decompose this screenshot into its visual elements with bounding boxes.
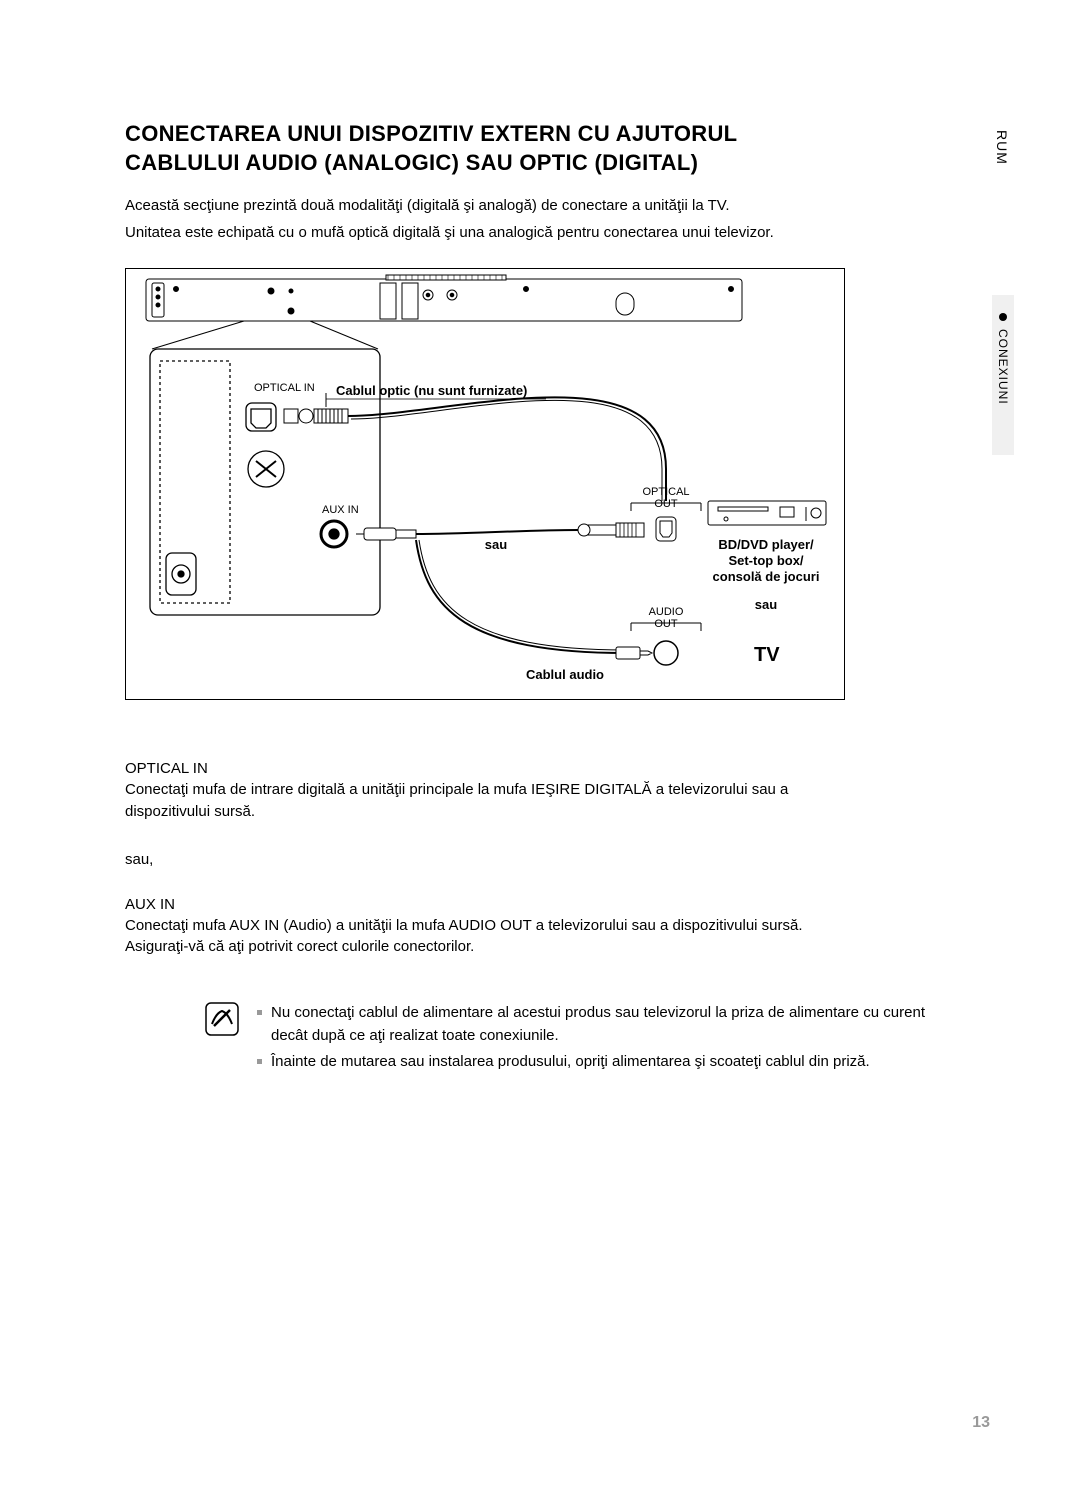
aux-body2: Asiguraţi-vă că aţi potrivit corect culo… [125, 936, 845, 958]
note-block: Nu conectaţi cablul de alimentare al ace… [205, 1002, 925, 1078]
note-list: Nu conectaţi cablul de alimentare al ace… [257, 1002, 925, 1078]
side-section-label: CONEXIUNI [996, 329, 1010, 405]
optical-heading: OPTICAL IN [125, 760, 845, 777]
note-icon [205, 1002, 239, 1036]
label-optical-in: OPTICAL IN [254, 382, 315, 394]
label-audio-out2: OUT [654, 618, 678, 630]
optical-body: Conectaţi mufa de intrare digitală a uni… [125, 779, 845, 823]
intro-line: Această secţiune prezintă două modalităţ… [125, 195, 990, 218]
aux-body1: Conectaţi mufa AUX IN (Audio) a unităţii… [125, 915, 845, 937]
label-optical-out: OPTICAL [642, 486, 689, 498]
aux-in-section: AUX IN Conectaţi mufa AUX IN (Audio) a u… [125, 896, 845, 959]
label-aux-in: AUX IN [322, 504, 359, 516]
intro-line: Unitatea este echipată cu o mufă optică … [125, 222, 990, 245]
side-lang-tab: RUM [994, 130, 1010, 165]
label-device2: Set-top box/ [728, 553, 803, 568]
label-device1: BD/DVD player/ [718, 537, 814, 552]
label-sau-center: sau [485, 537, 507, 552]
intro-text: Această secţiune prezintă două modalităţ… [125, 195, 990, 244]
optical-in-section: OPTICAL IN Conectaţi mufa de intrare dig… [125, 760, 845, 823]
page-title: CONECTAREA UNUI DISPOZITIV EXTERN CU AJU… [125, 120, 845, 177]
label-sau-right: sau [755, 597, 777, 612]
connection-diagram: OPTICAL IN AUX IN Cablul optic (nu sunt … [125, 268, 845, 700]
label-optical-out2: OUT [654, 498, 678, 510]
label-audio-out: AUDIO [649, 606, 684, 618]
diagram-svg: OPTICAL IN AUX IN Cablul optic (nu sunt … [126, 269, 846, 701]
bullet-icon [999, 313, 1007, 321]
side-section-tab: CONEXIUNI [992, 295, 1014, 455]
label-device3: consolă de jocuri [713, 569, 820, 584]
note-item: Înainte de mutarea sau instalarea produs… [257, 1051, 925, 1074]
aux-heading: AUX IN [125, 896, 845, 913]
label-optical-cable: Cablul optic (nu sunt furnizate) [336, 383, 527, 398]
label-audio-cable: Cablul audio [526, 667, 604, 682]
page-number: 13 [972, 1414, 990, 1432]
note-item: Nu conectaţi cablul de alimentare al ace… [257, 1002, 925, 1047]
label-tv: TV [754, 644, 780, 666]
sau-separator: sau, [125, 851, 990, 868]
